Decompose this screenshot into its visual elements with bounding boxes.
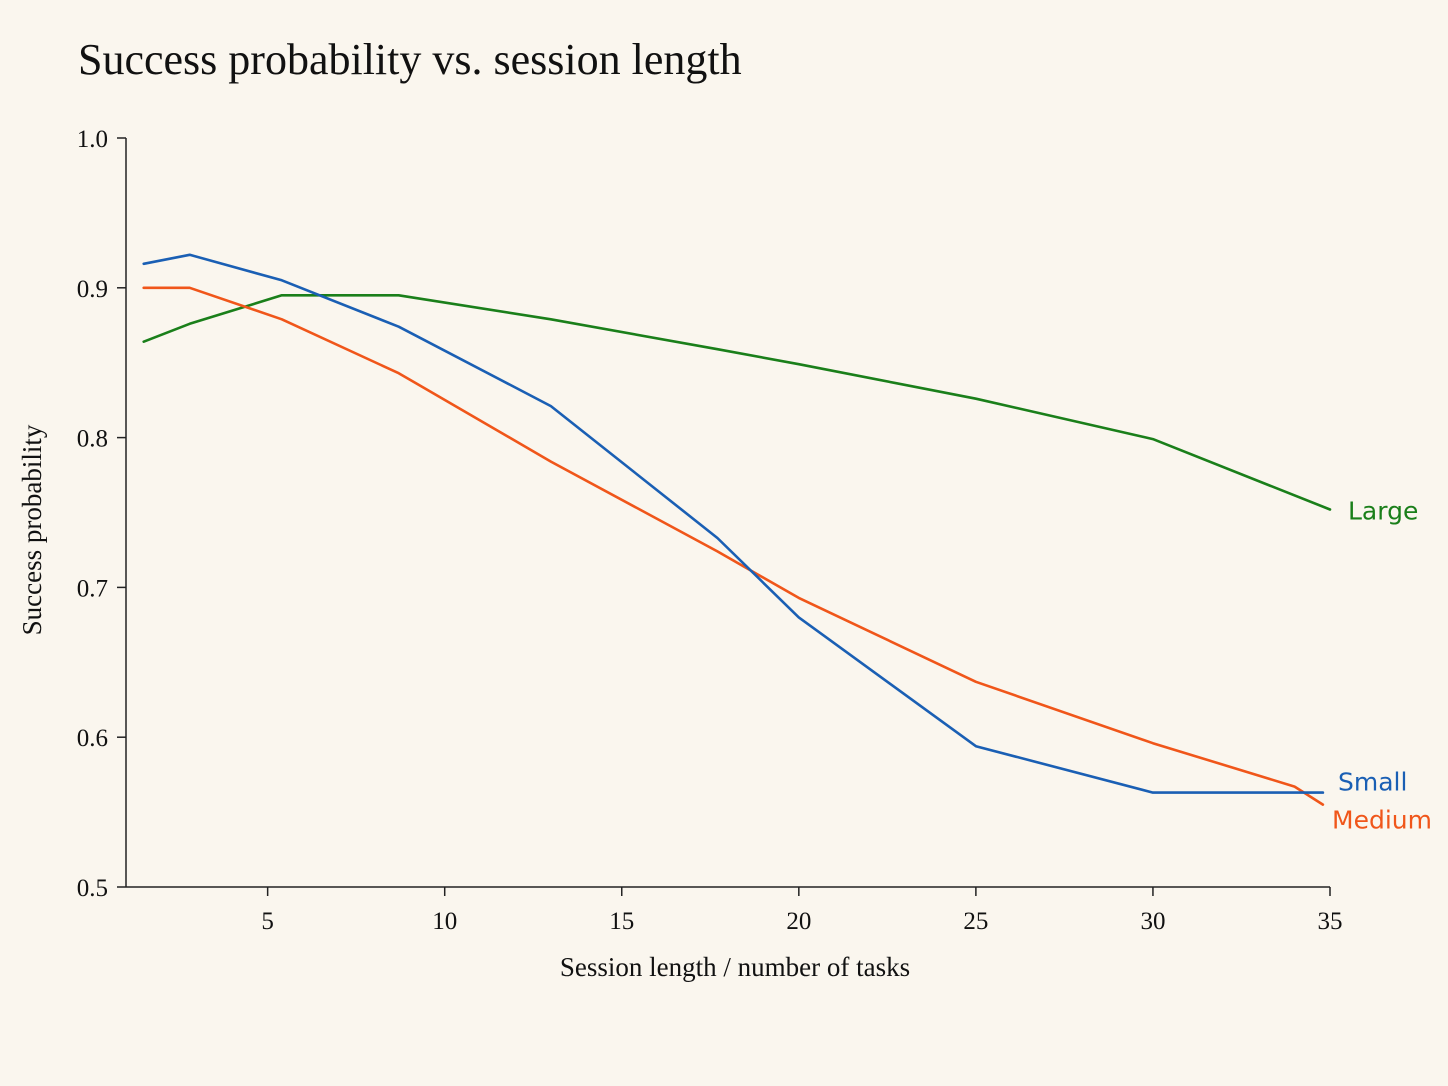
x-axis-label: Session length / number of tasks xyxy=(560,952,910,982)
series-label-large: Large xyxy=(1348,497,1418,526)
y-tick-label: 0.6 xyxy=(77,725,108,752)
series-label-medium: Medium xyxy=(1332,806,1432,835)
series-line-large xyxy=(142,293,1332,511)
series-line-medium xyxy=(142,286,1325,806)
y-tick-label: 0.5 xyxy=(77,875,108,902)
x-tick-label: 20 xyxy=(786,908,811,935)
y-axis-label: Success probability xyxy=(17,424,47,635)
series-line-small xyxy=(142,253,1325,794)
x-tick-label: 25 xyxy=(963,908,988,935)
x-tick-label: 30 xyxy=(1140,908,1165,935)
y-tick-label: 0.9 xyxy=(77,276,108,303)
chart-title: Success probability vs. session length xyxy=(78,35,742,84)
y-tick-label: 0.8 xyxy=(77,426,108,453)
y-tick-label: 1.0 xyxy=(77,126,108,153)
x-tick-label: 5 xyxy=(261,908,274,935)
x-tick-label: 10 xyxy=(432,908,457,935)
series-label-small: Small xyxy=(1338,768,1407,797)
series-group: Large Medium Small xyxy=(142,253,1432,835)
x-tick-label: 35 xyxy=(1318,908,1343,935)
axes: 0.5 0.6 0.7 0.8 0.9 1.0 5 10 15 20 25 30 35 xyxy=(77,126,1343,935)
y-tick-label: 0.7 xyxy=(77,575,108,602)
x-tick-label: 15 xyxy=(609,908,634,935)
